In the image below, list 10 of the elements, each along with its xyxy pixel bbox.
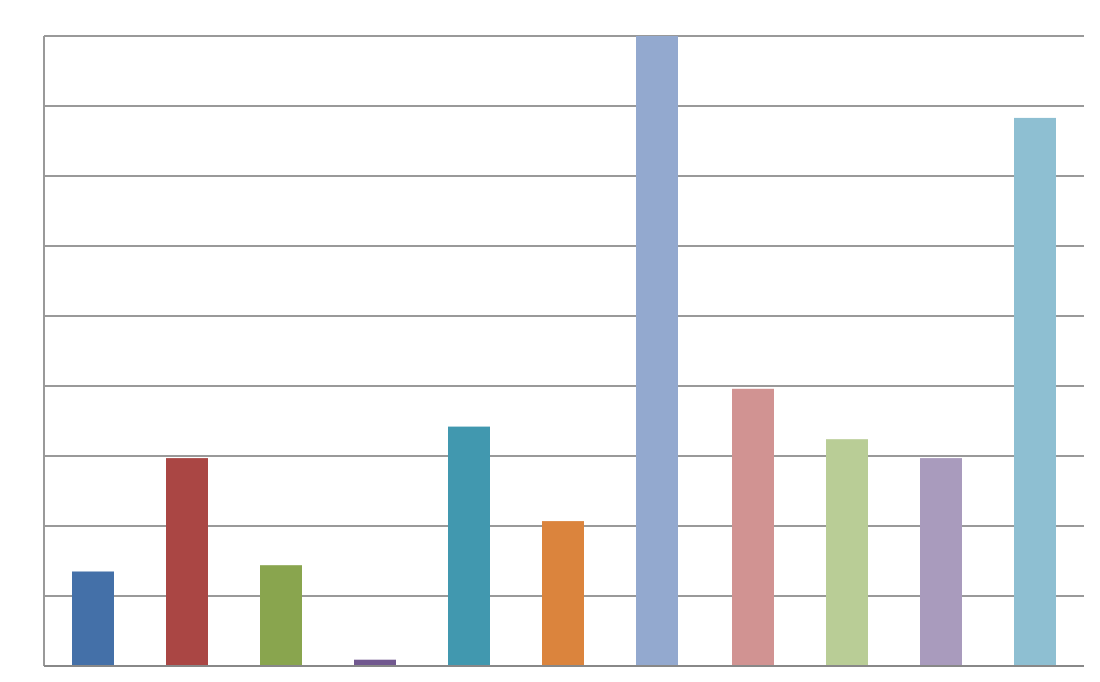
bar — [72, 571, 114, 666]
bar — [636, 36, 678, 666]
bar — [1014, 117, 1056, 666]
bar — [732, 388, 774, 666]
bar — [260, 565, 302, 666]
bar — [542, 521, 584, 666]
bar — [166, 458, 208, 666]
bar — [826, 439, 868, 666]
bar — [448, 426, 490, 666]
bar — [920, 458, 962, 666]
